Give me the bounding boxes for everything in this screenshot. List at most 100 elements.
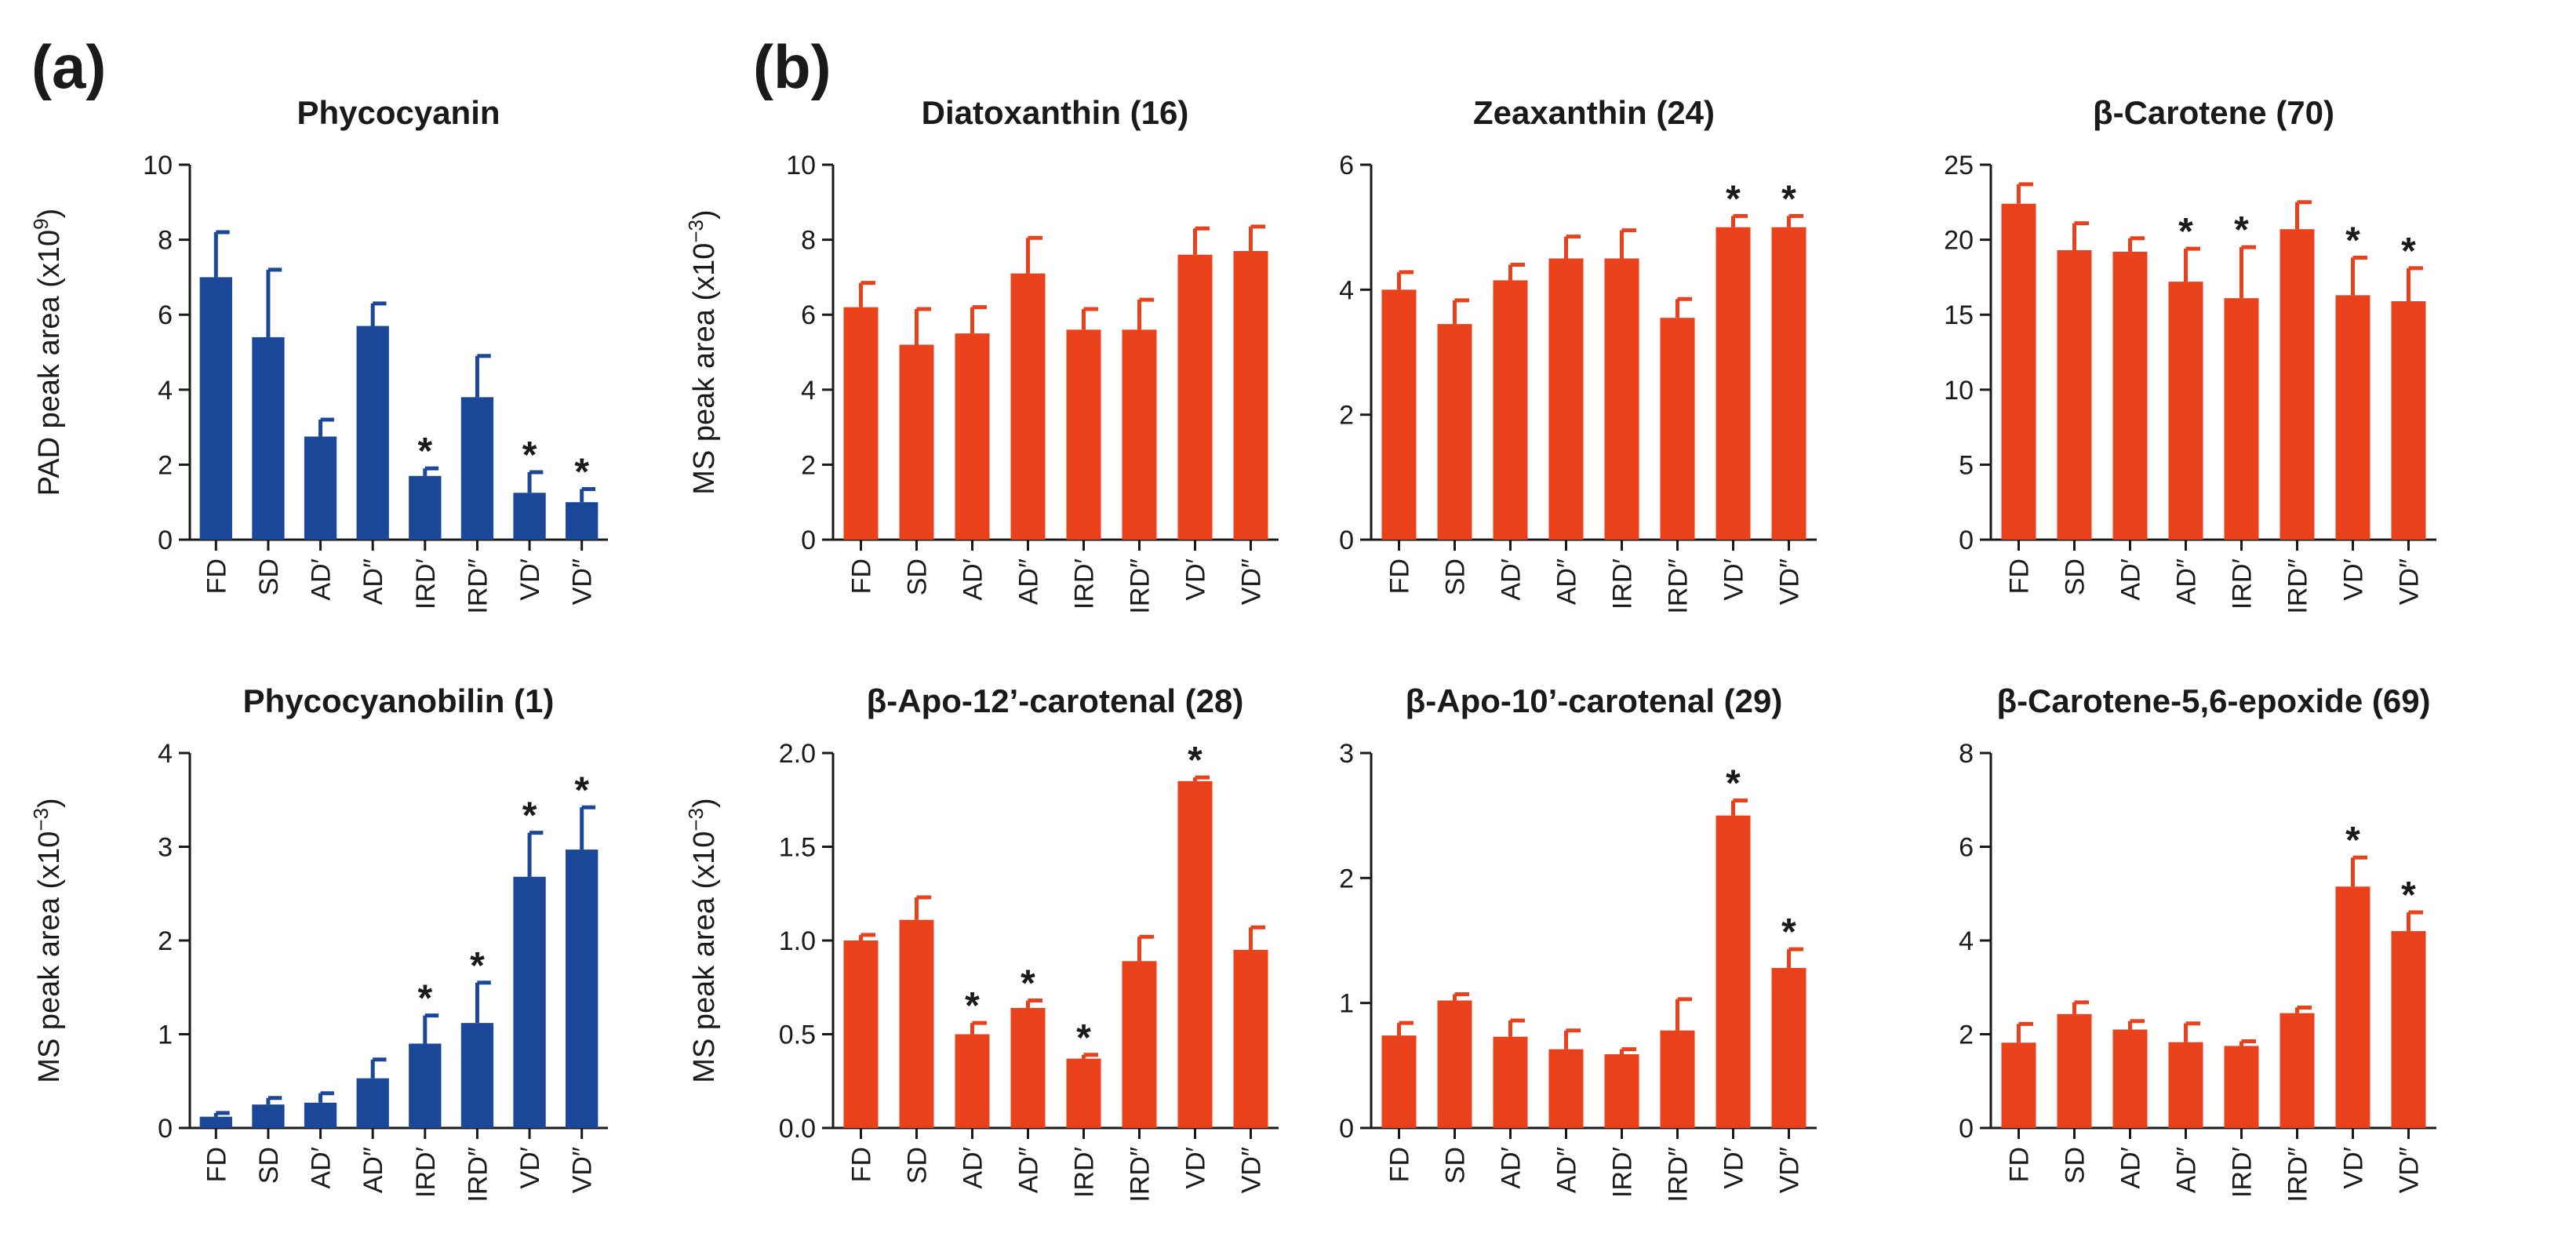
y-tick-label: 6 [801,300,816,330]
y-tick-label: 2.0 [779,739,816,769]
category-label: FD [1385,1147,1415,1182]
bar [2057,1013,2092,1128]
chart-3: Zeaxanthin (24) 0 2 4 6 FD SD AD′ AD″ IRD′ IRD″ * VD… [1339,94,1817,614]
significance-star: * [470,945,485,987]
panel-label-a: (a) [31,32,106,101]
category-label: IRD″ [1664,558,1694,614]
y-tick-label: 10 [1944,376,1974,406]
significance-star: * [1781,911,1796,953]
bar [1437,324,1472,540]
y-tick-label: 2 [158,450,173,480]
chart-1: Phycocyanin 0 2 4 6 8 10 PAD peak area (x109) FD… [29,94,608,614]
bar [1493,280,1528,540]
category-label: IRD″ [1664,1147,1694,1202]
y-tick-label: 0 [158,526,173,555]
bar [899,344,934,540]
category-label: IRD′ [411,1147,441,1198]
significance-star: * [1021,962,1035,1004]
category-label: AD″ [1014,1147,1044,1193]
y-axis-label-exponent: 9 [29,218,53,229]
y-axis-label: PAD peak area (x109) [29,209,66,497]
bar [1010,273,1046,540]
category-label: AD′ [1497,1147,1526,1189]
bar [1233,949,1268,1128]
category-label: VD′ [515,558,545,601]
category-label: AD″ [358,1147,388,1193]
chart-title: Zeaxanthin (24) [1473,94,1715,131]
y-axis-label: MS peak area (x10−3) [684,209,721,494]
category-label: IRD′ [1608,1147,1638,1198]
y-tick-label: 0 [1959,526,1974,555]
y-axis-label-text: MS peak area (x10 [33,831,66,1083]
bar [1604,258,1639,540]
y-tick-label: 8 [1959,739,1974,769]
significance-star: * [1726,178,1741,220]
chart-title: β-Carotene (70) [2093,94,2334,131]
category-label: VD″ [1775,1147,1805,1193]
y-tick-label: 2 [158,926,173,956]
bar [304,436,337,540]
y-axis-label-close: ) [33,209,66,219]
category-label: SD [2061,1147,2090,1184]
y-axis-label-text: MS peak area (x10 [688,243,721,495]
y-tick-label: 2 [1959,1021,1974,1050]
category-label: SD [254,1147,284,1184]
bar [2001,1042,2036,1128]
chart-title: Phycocyanin [297,94,500,131]
y-tick-label: 2 [801,450,816,480]
category-label: FD [2005,558,2035,594]
y-tick-label: 2 [1339,401,1354,431]
bar [513,876,546,1128]
y-axis-label-close: ) [688,209,721,220]
bar [843,940,879,1128]
bar [1122,961,1157,1128]
bar [460,1023,494,1128]
significance-star: * [2401,875,2416,916]
bar [460,397,494,540]
category-label: FD [202,558,231,594]
y-tick-label: 25 [1944,151,1974,180]
significance-star: * [2345,820,2360,861]
category-label: AD′ [2116,558,2146,601]
bar [1716,815,1751,1128]
category-label: IRD′ [1608,558,1638,609]
y-tick-label: 1.5 [779,833,816,863]
bar [1437,1000,1472,1128]
category-label: IRD″ [2283,1147,2313,1202]
bar [2057,249,2092,540]
category-label: AD′ [1497,558,1526,601]
category-label: VD″ [568,558,598,605]
bar [513,493,546,540]
category-label: IRD′ [2228,1147,2258,1198]
chart-title: β-Apo-12’-carotenal (28) [867,682,1244,719]
category-label: SD [1441,558,1471,595]
y-axis-label: MS peak area (x10−3) [684,798,721,1082]
category-label: AD″ [1552,558,1582,605]
category-label: FD [847,1147,877,1182]
category-label: IRD″ [463,558,493,614]
bar [409,475,442,540]
y-axis-label-exponent: −3 [684,808,708,831]
category-label: SD [2061,558,2090,595]
y-tick-label: 8 [801,226,816,256]
significance-star: * [1726,763,1741,805]
category-label: VD′ [1181,1147,1211,1189]
y-tick-label: 6 [1339,151,1354,180]
chart-title: Diatoxanthin (16) [922,94,1189,131]
y-tick-label: 6 [1959,833,1974,863]
y-tick-label: 0 [1959,1114,1974,1144]
bar [955,333,990,540]
bar [1716,227,1751,540]
category-label: IRD′ [2228,558,2258,609]
significance-star: * [522,435,537,476]
bar [199,277,232,540]
significance-star: * [417,978,432,1020]
category-label: VD′ [1719,1147,1749,1189]
category-label: VD′ [2339,558,2369,601]
category-label: IRD′ [1070,1147,1100,1198]
bar [1771,227,1806,540]
y-tick-label: 3 [1339,739,1354,769]
y-tick-label: 4 [158,376,173,406]
bar [199,1116,232,1128]
